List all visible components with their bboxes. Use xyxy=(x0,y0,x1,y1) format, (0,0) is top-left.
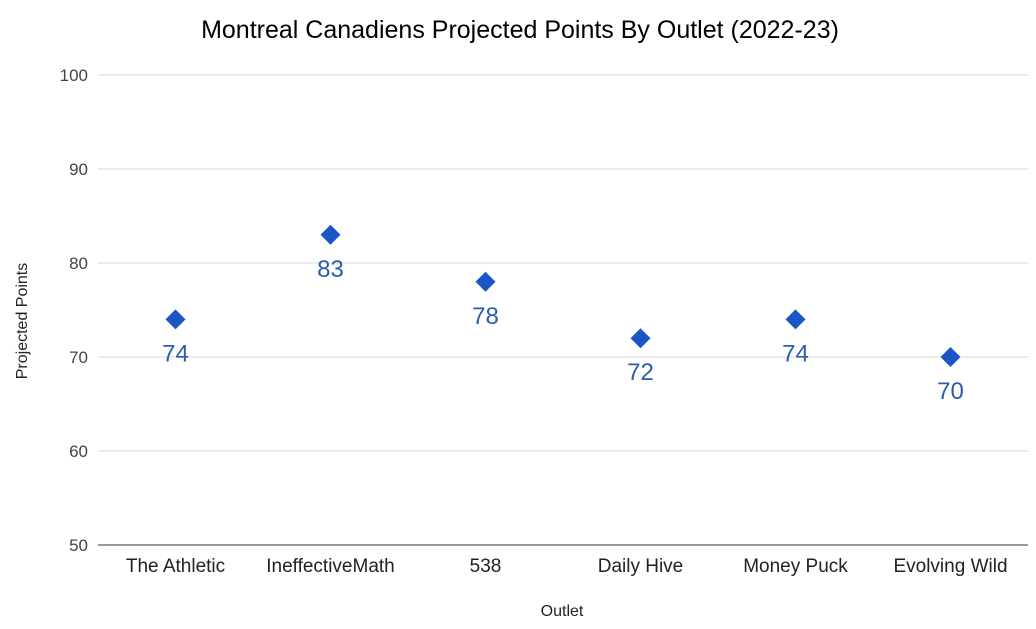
data-label: 70 xyxy=(937,378,964,405)
gridlines xyxy=(98,74,1028,546)
data-point-diamond xyxy=(165,309,186,330)
data-label: 72 xyxy=(627,359,654,386)
data-label: 74 xyxy=(162,340,189,367)
y-tick-label: 100 xyxy=(60,66,88,85)
data-point-diamond xyxy=(785,309,806,330)
x-category-label: Evolving Wild xyxy=(893,556,1007,577)
data-label: 74 xyxy=(782,340,809,367)
data-label: 78 xyxy=(472,303,499,330)
x-category-label: 538 xyxy=(470,556,502,577)
y-tick-label: 90 xyxy=(69,160,88,179)
data-points xyxy=(165,224,961,367)
data-labels: 74 83 78 72 74 70 xyxy=(162,256,964,405)
y-tick-label: 70 xyxy=(69,348,88,367)
y-axis-ticks: 50 60 70 80 90 100 xyxy=(60,66,88,555)
chart-title: Montreal Canadiens Projected Points By O… xyxy=(201,16,839,44)
x-category-label: The Athletic xyxy=(126,556,225,577)
x-category-label: IneffectiveMath xyxy=(266,556,395,577)
y-tick-label: 80 xyxy=(69,254,88,273)
x-axis-categories: The Athletic IneffectiveMath 538 Daily Hive… xyxy=(126,556,1008,577)
y-axis-title: Projected Points xyxy=(14,263,31,380)
data-label: 83 xyxy=(317,256,344,283)
x-category-label: Daily Hive xyxy=(598,556,684,577)
data-point-diamond xyxy=(320,224,341,245)
data-point-diamond xyxy=(940,347,961,367)
y-tick-label: 60 xyxy=(69,442,88,461)
data-point-diamond xyxy=(630,328,651,349)
data-point-diamond xyxy=(475,271,496,292)
y-tick-label: 50 xyxy=(69,536,88,555)
x-category-label: Money Puck xyxy=(743,556,848,577)
x-axis-title: Outlet xyxy=(541,603,584,620)
